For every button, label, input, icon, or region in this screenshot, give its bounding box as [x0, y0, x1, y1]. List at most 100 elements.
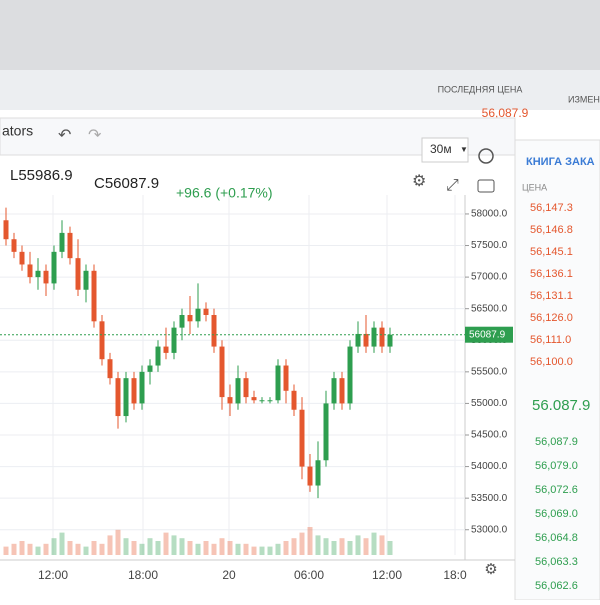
candle-body: [387, 334, 393, 347]
x-tick-label: 18:00: [128, 568, 158, 582]
volume-bar: [371, 532, 377, 555]
snapshot-button[interactable]: [477, 179, 495, 193]
volume-bar: [235, 543, 241, 555]
volume-bar: [67, 541, 73, 555]
candle-body: [51, 251, 57, 284]
candle-body: [299, 409, 305, 467]
candle-body: [131, 378, 137, 404]
candle-body: [43, 270, 49, 284]
y-tick-label: 53000.0: [471, 524, 508, 535]
x-tick-label: 20: [222, 568, 236, 582]
volume-bar: [147, 538, 153, 555]
interval-select[interactable]: [421, 137, 469, 163]
volume-bar: [3, 546, 9, 555]
undo-button[interactable]: ↶: [58, 127, 71, 144]
volume-bar: [275, 543, 281, 555]
y-tick-label: 57000.0: [471, 272, 508, 283]
fullscreen-button[interactable]: ⤢: [446, 177, 459, 194]
candle-body: [243, 378, 249, 398]
price-column: ЦЕНА: [522, 182, 547, 192]
volume-bar: [331, 541, 337, 555]
volume-bar: [123, 538, 129, 555]
volume-bar: [299, 532, 305, 555]
candle-body: [147, 365, 153, 372]
candle-body: [227, 397, 233, 404]
last-price-tag: [465, 326, 513, 343]
volume-bar: [171, 535, 177, 555]
refresh-button[interactable]: [478, 148, 494, 164]
candle-body: [75, 258, 81, 290]
candle-body: [19, 251, 25, 265]
volume-bar: [387, 541, 393, 555]
ask-price: 56,136.1: [530, 268, 573, 280]
volume-bar: [267, 546, 273, 555]
candle-body: [379, 327, 385, 347]
volume-bar: [115, 529, 121, 555]
volume-bar: [219, 538, 225, 555]
candle-body: [331, 378, 337, 404]
candle-body: [155, 346, 161, 366]
indicators-button[interactable]: ators: [2, 123, 33, 139]
candle-body: [283, 365, 289, 391]
candle-body: [347, 346, 353, 404]
volume-bar: [43, 543, 49, 555]
volume-bar: [363, 538, 369, 555]
settings-button[interactable]: ⚙: [412, 173, 426, 190]
volume-bar: [323, 538, 329, 555]
candle-body: [91, 270, 97, 322]
volume-bar: [91, 541, 97, 555]
volume-bar: [131, 541, 137, 555]
bid-price: 56,079.0: [535, 460, 578, 472]
last-price-title: ПОСЛЕДНЯЯ ЦЕНА: [438, 84, 523, 94]
volume-bar: [227, 541, 233, 555]
y-tick-label: 54000.0: [471, 461, 508, 472]
volume-bar: [139, 543, 145, 555]
y-tick-label: 55500.0: [471, 366, 508, 377]
candle-body: [179, 315, 185, 328]
volume-bar: [51, 538, 57, 555]
candle-body: [339, 378, 345, 404]
y-tick-label: 57500.0: [471, 240, 508, 251]
bid-price: 56,072.6: [535, 484, 578, 496]
candle-body: [163, 346, 169, 353]
axis-settings[interactable]: ⚙: [484, 561, 497, 578]
bid-price: 56,087.9: [535, 436, 578, 448]
volume-bar: [251, 546, 257, 555]
candle-body: [355, 333, 361, 347]
candle-body: [307, 466, 313, 486]
page-header: [0, 70, 600, 110]
volume-bar: [307, 527, 313, 555]
mid-price: 56.087.9: [532, 397, 590, 414]
candle-body: [99, 321, 105, 360]
volume-bar: [259, 546, 265, 555]
x-tick-label: 18:0: [443, 568, 467, 582]
volume-bar: [19, 541, 25, 555]
ask-price: 56,131.1: [530, 290, 573, 302]
candle-body: [363, 333, 369, 347]
volume-bar: [211, 543, 217, 555]
candle-body: [267, 400, 273, 402]
bid-price: 56,064.8: [535, 532, 578, 544]
volume-bar: [179, 538, 185, 555]
candle-body: [107, 359, 113, 379]
candle-body: [83, 270, 89, 290]
y-tick-label: 54500.0: [471, 430, 508, 441]
candle-body: [203, 308, 209, 315]
volume-bar: [75, 543, 81, 555]
interval-label: 30м: [430, 142, 452, 156]
volume-bar: [187, 541, 193, 555]
ask-price: 56,100.0: [530, 356, 573, 368]
candle-body: [219, 346, 225, 398]
order-book-title: КНИГА ЗАКА: [526, 156, 595, 168]
x-tick-label: 12:00: [38, 568, 68, 582]
last-price: 56,087.9: [482, 106, 529, 120]
redo-button[interactable]: ↷: [88, 127, 102, 144]
browser-bar: [0, 0, 600, 70]
candle-body: [323, 403, 329, 461]
volume-bar: [83, 546, 89, 555]
candle-body: [275, 365, 281, 401]
x-tick-label: 06:00: [294, 568, 324, 582]
candle-body: [123, 378, 129, 417]
candle-body: [251, 397, 257, 401]
legend-change: +96.6 (+0.17%): [176, 185, 273, 201]
